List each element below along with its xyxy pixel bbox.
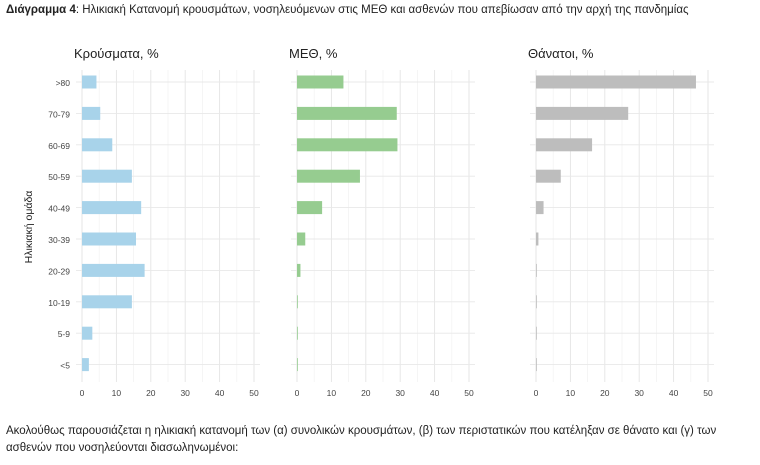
y-tick-label: 20-29	[48, 266, 70, 276]
x-tick-label: 50	[703, 388, 713, 398]
bar	[82, 358, 89, 372]
caption-label: Διάγραμμα 4	[6, 4, 76, 16]
x-tick-label: 0	[295, 388, 300, 398]
bar	[82, 326, 93, 340]
bar	[536, 326, 537, 340]
bar	[297, 138, 398, 152]
x-tick-label: 10	[566, 388, 576, 398]
y-tick-label: 50-59	[48, 172, 70, 182]
bar	[297, 169, 360, 183]
panel-title: Θάνατοι, %	[528, 46, 594, 61]
bar	[536, 138, 593, 152]
bar	[297, 295, 298, 309]
bar	[536, 75, 696, 89]
x-tick-label: 30	[634, 388, 644, 398]
bar	[82, 138, 113, 152]
bar	[297, 358, 298, 372]
bar	[297, 106, 397, 120]
bar	[82, 201, 142, 215]
bar	[536, 106, 629, 120]
y-tick-label: 70-79	[48, 109, 70, 119]
y-tick-label: 10-19	[48, 298, 70, 308]
x-tick-label: 20	[361, 388, 371, 398]
bar	[536, 232, 539, 246]
bar	[82, 232, 137, 246]
x-tick-label: 50	[464, 388, 474, 398]
y-tick-label: 60-69	[48, 141, 70, 151]
bar	[82, 106, 101, 120]
x-tick-label: 0	[534, 388, 539, 398]
bar	[297, 326, 298, 340]
body-paragraph: Ακολούθως παρουσιάζεται η ηλικιακή καταν…	[6, 425, 717, 454]
x-tick-label: 0	[80, 388, 85, 398]
bar	[297, 201, 323, 215]
bar	[536, 263, 537, 277]
x-tick-label: 40	[215, 388, 225, 398]
bar	[297, 263, 301, 277]
y-tick-label: 5-9	[58, 329, 71, 339]
bar	[536, 295, 537, 309]
y-tick-label: <5	[60, 361, 70, 371]
x-tick-label: 30	[395, 388, 405, 398]
x-tick-label: 10	[112, 388, 122, 398]
bar	[82, 75, 97, 89]
y-tick-label: 30-39	[48, 235, 70, 245]
bar	[536, 358, 537, 372]
bar	[82, 263, 145, 277]
y-axis-title: Ηλικιακή ομάδα	[23, 191, 35, 264]
panel-title: Κρούσματα, %	[74, 46, 159, 61]
bar	[82, 169, 132, 183]
bar	[297, 232, 306, 246]
x-tick-label: 20	[146, 388, 156, 398]
figure-caption: Διάγραμμα 4: Ηλικιακή Κατανομή κρουσμάτω…	[6, 4, 689, 16]
bar	[536, 169, 561, 183]
y-tick-label: 40-49	[48, 204, 70, 214]
age-distribution-chart: Ηλικιακή ομάδα >80 70-79 60-69 50-59 40-49 30-…	[23, 46, 714, 398]
bar	[536, 201, 544, 215]
x-tick-label: 10	[327, 388, 337, 398]
x-tick-label: 20	[600, 388, 610, 398]
caption-text: : Ηλικιακή Κατανομή κρουσμάτων, νοσηλευό…	[75, 4, 689, 16]
bar	[82, 295, 132, 309]
panel-title: ΜΕΘ, %	[289, 46, 338, 61]
x-tick-label: 40	[669, 388, 679, 398]
y-tick-label: >80	[56, 78, 71, 88]
bar	[297, 75, 344, 89]
x-tick-label: 30	[180, 388, 190, 398]
x-tick-label: 40	[430, 388, 440, 398]
x-tick-label: 50	[249, 388, 259, 398]
